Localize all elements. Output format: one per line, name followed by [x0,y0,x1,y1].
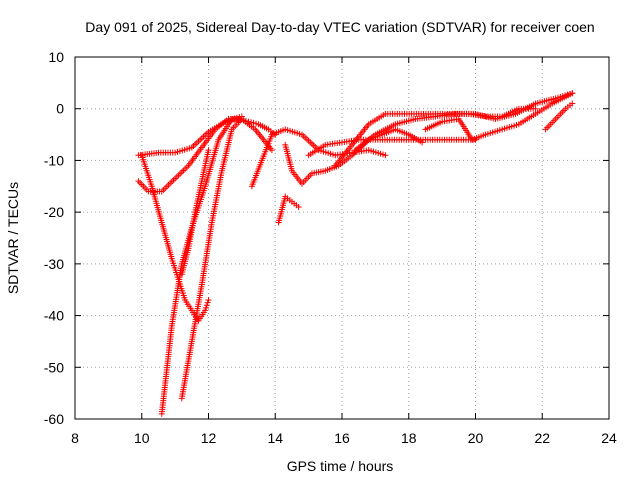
data-point-sample [238,116,245,123]
y-tick-label: -50 [44,359,64,375]
data-point [532,105,539,112]
series-arc-g [235,116,279,138]
x-tick-label: 22 [534,430,550,446]
tick-layer: 8 10 12 14 16 18 20 22 24 -60 -50 -40 -30 -20 -10 0 10 [44,49,617,446]
data-point [245,118,252,125]
y-tick-label: 0 [56,101,64,117]
y-tick-label: -30 [44,256,64,272]
data-point [205,147,212,154]
y-tick-label: 10 [48,49,64,65]
series-arc-m [352,90,576,154]
x-tick-label: 16 [334,430,350,446]
chart-title: Day 091 of 2025, Sidereal Day-to-day VTE… [85,19,594,35]
x-tick-label: 10 [134,430,150,446]
series-arc-k [305,136,479,159]
data-point-sample [248,119,255,126]
data-point [202,307,209,314]
series-arc-f [135,116,242,159]
data-point [295,203,302,210]
series-arc-h [248,126,389,190]
data-point [382,152,389,159]
y-tick-label: -40 [44,308,64,324]
data-point [419,139,426,146]
y-tick-label: -60 [44,411,64,427]
series-arc-d [178,116,245,402]
data-point [569,100,576,107]
x-tick-label: 8 [71,430,79,446]
data-point-sample [243,117,250,124]
y-tick-label: -20 [44,204,64,220]
data-point [205,297,212,304]
series-arc-j [275,193,302,226]
series-arc-o [542,100,576,133]
y-tick-label: -10 [44,152,64,168]
data-point [268,147,275,154]
data-point [569,90,576,97]
data-point-sample [250,119,257,126]
data-point [235,116,242,123]
data-points-layer [135,90,576,417]
data-point-sample [204,299,211,306]
x-tick-label: 24 [601,430,617,446]
x-axis-label: GPS time / hours [287,458,394,474]
data-point-sample [203,302,210,309]
data-point-sample [253,120,260,127]
x-tick-label: 12 [201,430,217,446]
x-tick-label: 14 [267,430,283,446]
data-point-sample [202,304,209,311]
x-tick-label: 20 [468,430,484,446]
x-tick-label: 18 [401,430,417,446]
y-axis-label: SDTVAR / TECUs [5,182,21,294]
series-arc-n [422,90,576,143]
data-point-sample [240,117,247,124]
series-arc-e [178,147,212,278]
